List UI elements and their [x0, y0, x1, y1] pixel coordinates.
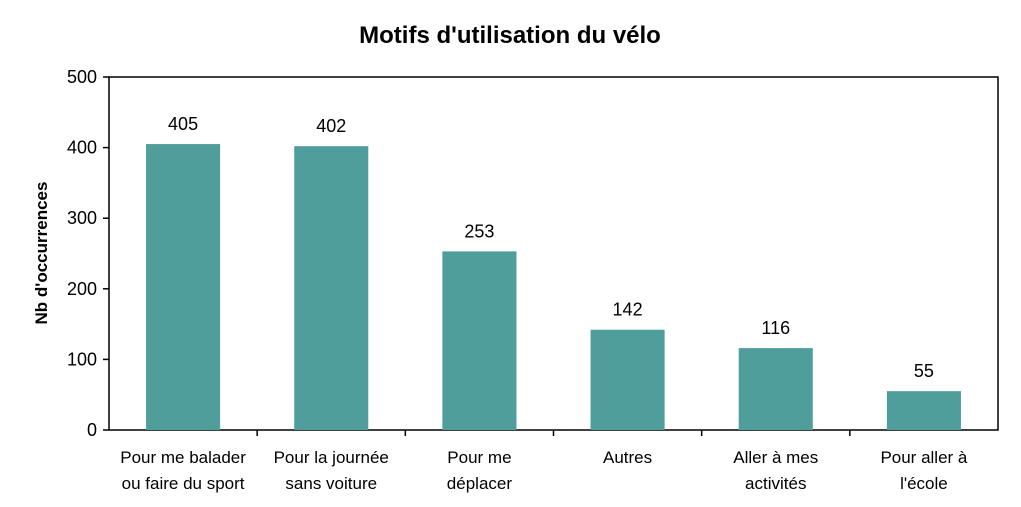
bar	[294, 146, 369, 431]
x-axis-categories: Pour me balader ou faire du sport Pour la …	[120, 430, 968, 493]
y-axis-label: Nb d'occurrences	[32, 182, 51, 325]
bar	[146, 144, 221, 430]
data-label: 253	[464, 221, 494, 241]
y-tick-label: 500	[67, 67, 97, 87]
category-label: activités	[745, 474, 806, 493]
category-label: déplacer	[447, 474, 513, 493]
category-label: Aller à mes	[733, 448, 818, 467]
y-tick-label: 300	[67, 208, 97, 228]
bars	[146, 144, 961, 431]
data-label: 55	[914, 361, 934, 381]
data-label: 142	[613, 300, 643, 320]
category-label: Pour me	[447, 448, 511, 467]
category-label: Pour me balader	[120, 448, 246, 467]
y-tick-label: 100	[67, 349, 97, 369]
data-label: 402	[316, 116, 346, 136]
category-label: Autres	[603, 448, 652, 467]
data-label: 405	[168, 114, 198, 134]
y-axis-ticks: 0 100 200 300 400 500	[67, 67, 109, 440]
bar	[886, 391, 961, 430]
bar	[738, 348, 813, 430]
y-tick-label: 0	[87, 420, 97, 440]
plot-area	[108, 76, 999, 431]
y-tick-label: 400	[67, 138, 97, 158]
category-label: Pour aller à	[880, 448, 967, 467]
category-label: sans voiture	[285, 474, 377, 493]
data-label: 116	[761, 318, 790, 338]
bar	[442, 251, 517, 430]
data-labels: 405 402 253 142 116 55	[168, 114, 934, 381]
category-label: ou faire du sport	[122, 474, 245, 493]
bar	[590, 329, 665, 430]
category-label: l'école	[900, 474, 948, 493]
y-tick-label: 200	[67, 279, 97, 299]
chart-title: Motifs d'utilisation du vélo	[359, 22, 661, 49]
category-label: Pour la journée	[274, 448, 389, 467]
